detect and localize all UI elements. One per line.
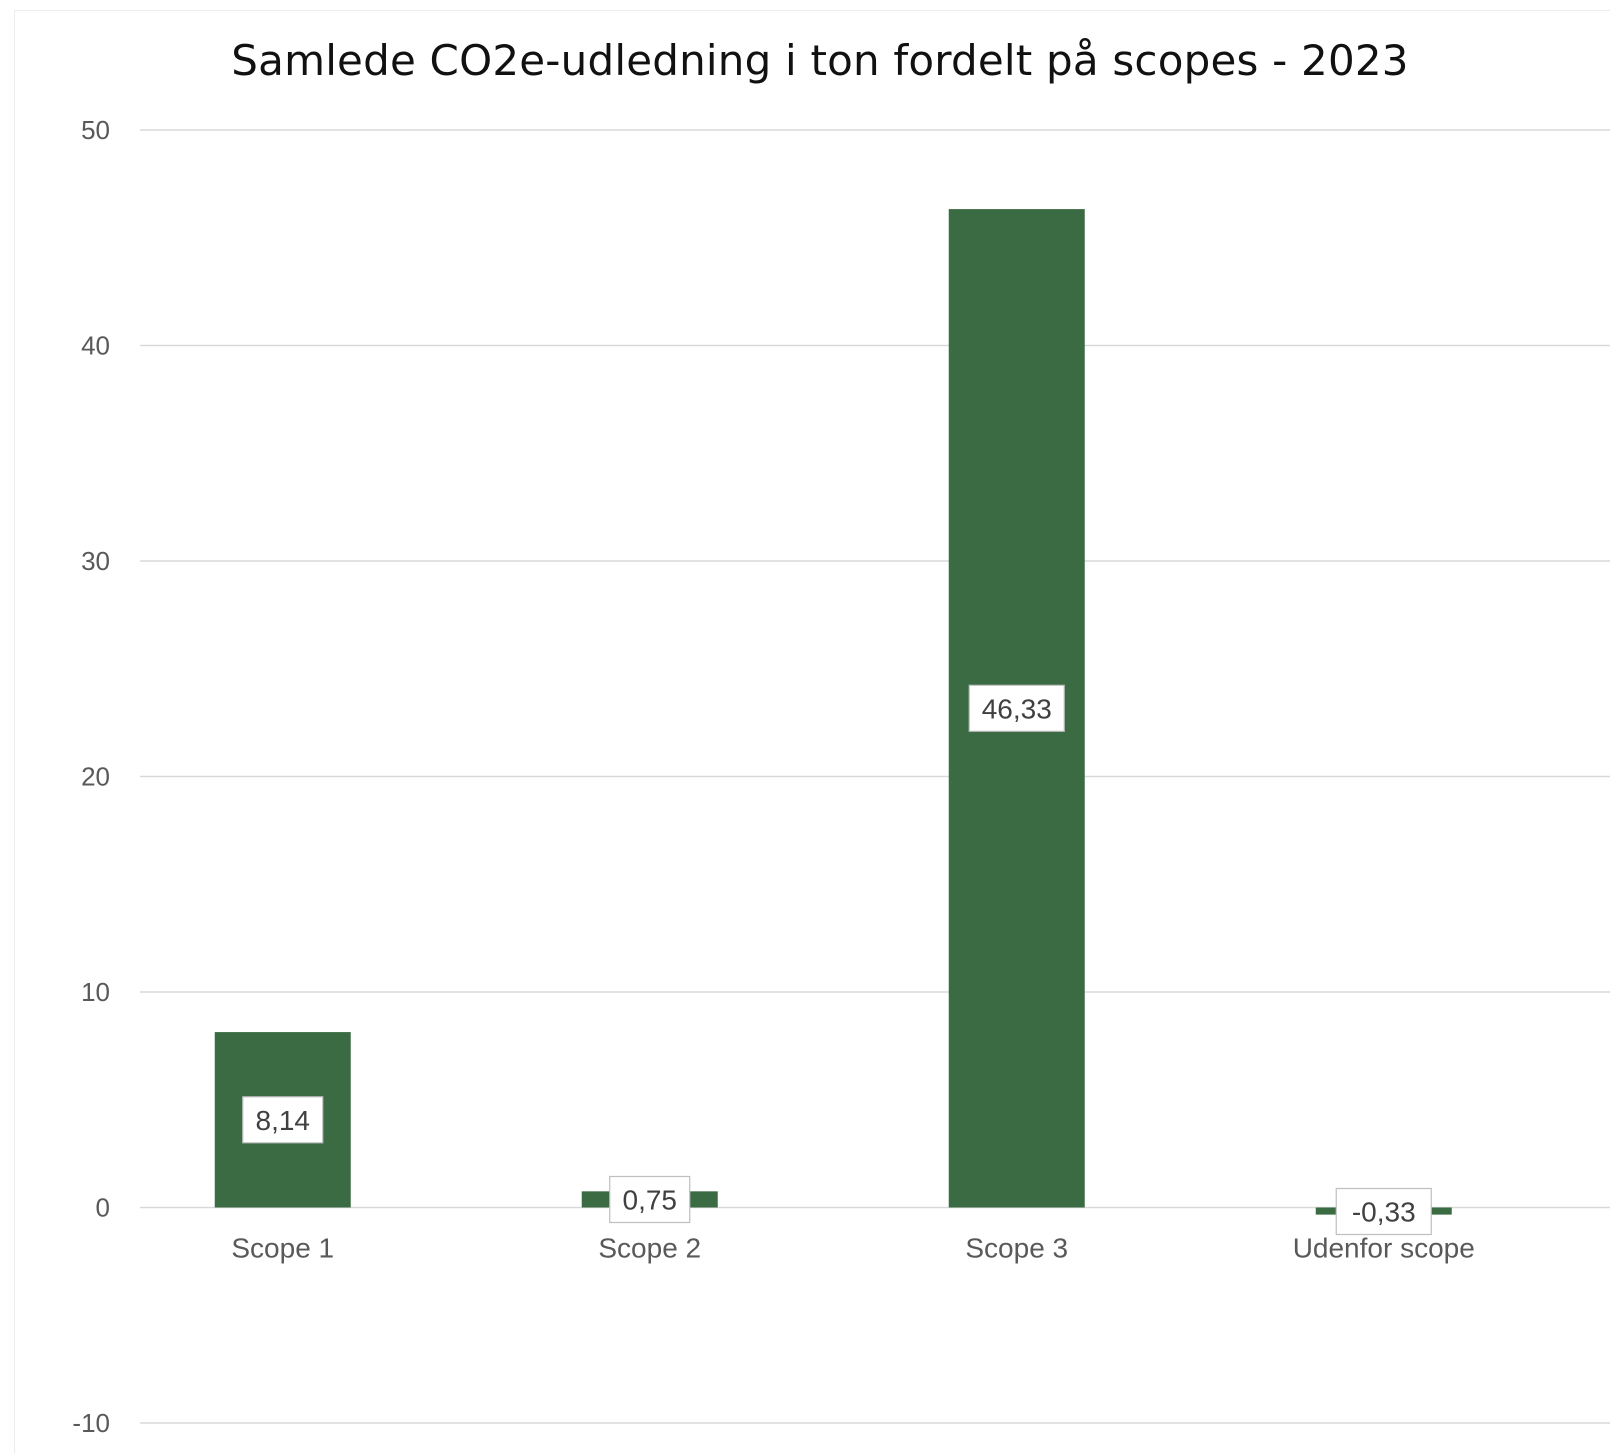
x-category-label: Scope 1 bbox=[231, 1233, 334, 1264]
x-axis-category-labels: Scope 1 Scope 2 Scope 3 Udenfor scope bbox=[231, 1233, 1474, 1264]
y-tick-label: 40 bbox=[81, 331, 110, 361]
y-tick-label: 30 bbox=[81, 546, 110, 576]
y-tick-label: 10 bbox=[81, 977, 110, 1007]
bars bbox=[214, 209, 1452, 1215]
x-category-label: Scope 2 bbox=[598, 1233, 701, 1264]
y-tick-label: 20 bbox=[81, 762, 110, 792]
data-label: 0,75 bbox=[623, 1185, 678, 1216]
y-tick-label: 0 bbox=[96, 1193, 110, 1223]
data-label: 46,33 bbox=[982, 693, 1052, 724]
y-axis-tick-labels: 50 40 30 20 10 0 -10 bbox=[72, 115, 110, 1438]
data-labels: 8,14 0,75 46,33 -0,33 bbox=[242, 684, 1432, 1236]
x-category-label: Udenfor scope bbox=[1293, 1233, 1475, 1264]
data-label: 8,14 bbox=[256, 1105, 311, 1136]
data-label-box bbox=[242, 1096, 324, 1144]
chart-title: Samlede CO2e-udledning i ton fordelt på … bbox=[231, 36, 1409, 85]
y-tick-label: -10 bbox=[72, 1408, 110, 1438]
gridlines bbox=[140, 129, 1610, 1424]
x-category-label: Scope 3 bbox=[965, 1233, 1068, 1264]
data-label-box bbox=[1335, 1187, 1432, 1236]
y-tick-label: 50 bbox=[81, 115, 110, 145]
chart-frame bbox=[14, 10, 1610, 1453]
data-label-box bbox=[968, 684, 1065, 732]
data-label: -0,33 bbox=[1352, 1197, 1416, 1228]
data-label-box bbox=[609, 1175, 691, 1224]
